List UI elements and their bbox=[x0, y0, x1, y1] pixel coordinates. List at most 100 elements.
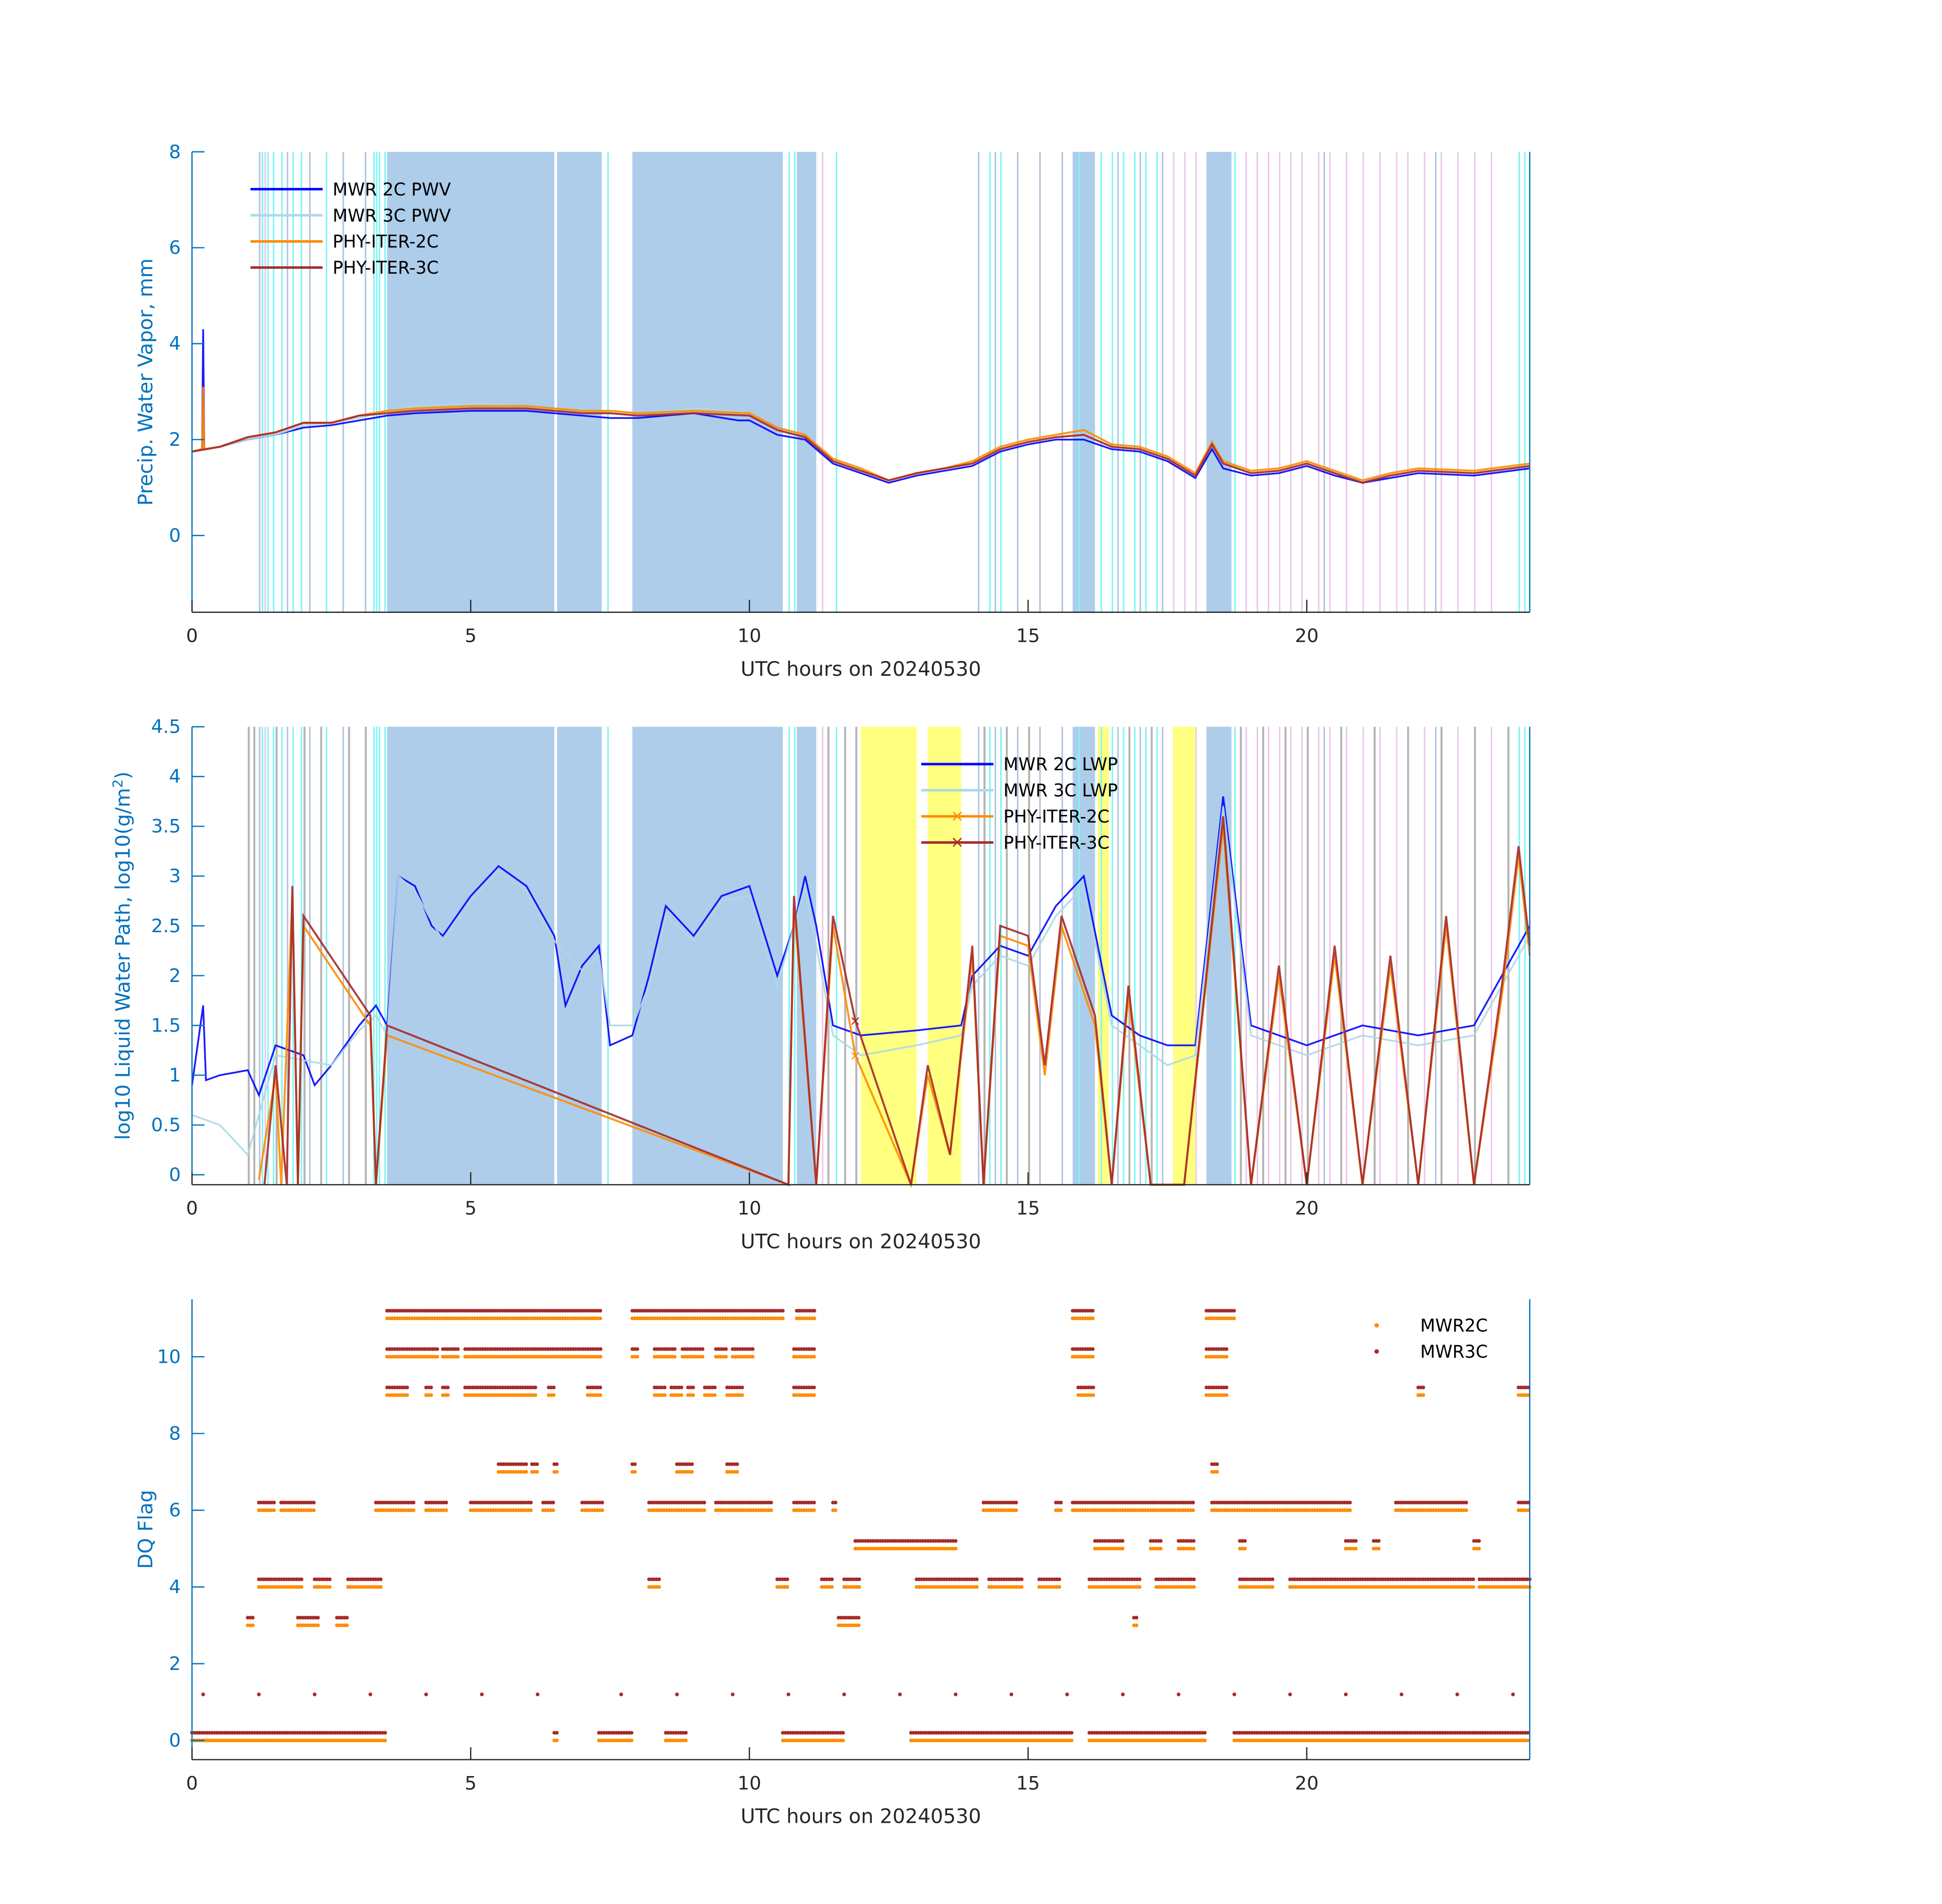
legend-label: MWR 3C PWV bbox=[333, 206, 451, 226]
dq-point-mwr2c bbox=[630, 1738, 634, 1743]
dq-point-mwr2c bbox=[953, 1547, 958, 1551]
dq-point-mwr2c bbox=[812, 1508, 816, 1513]
flag-line-gray bbox=[1284, 727, 1287, 1185]
flag-line-pink bbox=[821, 152, 824, 612]
dq-point-mwr2c bbox=[446, 1393, 450, 1397]
dq-point-mwr3c bbox=[1376, 1539, 1381, 1543]
dq-point-mwr2c bbox=[701, 1355, 705, 1359]
y-tick-label: 0 bbox=[169, 1164, 181, 1186]
flag-line-steel bbox=[309, 152, 311, 612]
dq-point-mwr3c bbox=[1354, 1539, 1358, 1543]
flag-line-steel bbox=[1117, 727, 1119, 1185]
y-tick-label: 4.5 bbox=[151, 716, 181, 738]
flag-line-steel bbox=[342, 152, 344, 612]
dq-point-mwr3c bbox=[1243, 1539, 1247, 1543]
blue-flag-span bbox=[387, 152, 554, 612]
flag-line-gray bbox=[348, 727, 350, 1185]
dq-point-mwr3c bbox=[201, 1692, 205, 1696]
dq-point-mwr2c bbox=[411, 1508, 416, 1513]
dq-point-mwr3c bbox=[1232, 1308, 1236, 1313]
blue-flag-span bbox=[1206, 152, 1232, 612]
dq-point-mwr3c bbox=[898, 1692, 902, 1696]
dq-point-mwr2c bbox=[740, 1393, 744, 1397]
dq-point-mwr3c bbox=[663, 1385, 667, 1390]
flag-line-steel bbox=[995, 727, 997, 1185]
dq-point-mwr2c bbox=[1091, 1393, 1096, 1397]
dq-point-mwr3c bbox=[1121, 1692, 1125, 1696]
dq-point-mwr2c bbox=[312, 1508, 316, 1513]
dq-point-mwr3c bbox=[740, 1385, 744, 1390]
dq-point-mwr3c bbox=[555, 1731, 559, 1735]
dq-point-mwr2c bbox=[769, 1508, 773, 1513]
flag-line-cyan bbox=[261, 727, 264, 1185]
dq-point-mwr3c bbox=[690, 1462, 694, 1466]
flag-line-steel bbox=[1435, 152, 1437, 612]
y-tick-label: 8 bbox=[169, 141, 181, 162]
flag-line-gray bbox=[844, 727, 846, 1185]
flag-line-cyan bbox=[836, 152, 838, 612]
dq-point-mwr2c bbox=[1057, 1585, 1062, 1589]
flag-line-cyan bbox=[1524, 727, 1526, 1185]
dq-point-mwr3c bbox=[812, 1385, 816, 1390]
flag-line-pink bbox=[1424, 727, 1426, 1185]
y-tick-label: 8 bbox=[169, 1423, 181, 1445]
dq-point-mwr2c bbox=[633, 1470, 637, 1474]
flag-line-cyan bbox=[1111, 727, 1113, 1185]
dq-point-mwr3c bbox=[830, 1577, 834, 1582]
dq-point-mwr2c bbox=[635, 1355, 640, 1359]
dq-point-mwr2c bbox=[551, 1508, 555, 1513]
dq-point-mwr2c bbox=[316, 1623, 320, 1627]
dq-point-mwr3c bbox=[1471, 1577, 1475, 1582]
flag-line-steel bbox=[342, 727, 344, 1185]
blue-flag-span bbox=[557, 152, 602, 612]
flag-line-steel bbox=[978, 727, 980, 1185]
y-axis-label: log10 Liquid Water Path, log10(g/m2) bbox=[110, 771, 135, 1140]
dq-point-mwr3c bbox=[600, 1500, 604, 1505]
dq-point-mwr3c bbox=[953, 1539, 958, 1543]
legend-marker bbox=[1374, 1323, 1379, 1328]
x-tick-label: 20 bbox=[1295, 625, 1319, 647]
dq-point-mwr3c bbox=[599, 1347, 603, 1351]
flag-line-gray bbox=[1373, 727, 1376, 1185]
flag-line-steel bbox=[1039, 727, 1041, 1185]
dq-point-mwr2c bbox=[1232, 1316, 1236, 1321]
blue-flag-span bbox=[1206, 727, 1232, 1185]
flag-line-cyan bbox=[1524, 152, 1526, 612]
dq-point-mwr2c bbox=[1191, 1508, 1195, 1513]
flag-line-steel bbox=[1061, 152, 1063, 612]
flag-line-steel bbox=[995, 152, 997, 612]
dq-point-mwr2c bbox=[533, 1393, 538, 1397]
dq-point-mwr3c bbox=[842, 1692, 846, 1696]
dq-point-mwr2c bbox=[1270, 1585, 1275, 1589]
y-tick-label: 10 bbox=[157, 1345, 181, 1367]
flag-line-pink bbox=[1318, 727, 1320, 1185]
dq-point-mwr3c bbox=[975, 1577, 979, 1582]
dq-point-mwr2c bbox=[1421, 1393, 1425, 1397]
x-tick-label: 5 bbox=[465, 1197, 476, 1219]
flag-line-cyan bbox=[1100, 727, 1102, 1185]
flag-line-cyan bbox=[788, 152, 790, 612]
dq-point-mwr3c bbox=[1191, 1500, 1195, 1505]
series-marker-x: × bbox=[849, 1013, 861, 1029]
series-line-0 bbox=[191, 329, 1530, 484]
flag-line-cyan bbox=[607, 152, 609, 612]
flag-line-cyan bbox=[378, 727, 380, 1185]
x-tick-label: 15 bbox=[1016, 1772, 1040, 1794]
flag-line-cyan bbox=[1234, 727, 1236, 1185]
flag-line-pink bbox=[1457, 152, 1459, 612]
dq-point-mwr3c bbox=[1288, 1692, 1292, 1696]
dq-point-mwr3c bbox=[691, 1385, 695, 1390]
flag-line-pink bbox=[1491, 152, 1493, 612]
flag-line-cyan bbox=[1078, 152, 1080, 612]
dq-point-mwr2c bbox=[781, 1316, 785, 1321]
flag-line-cyan bbox=[325, 152, 327, 612]
flag-line-pink bbox=[1195, 152, 1197, 612]
dq-point-mwr2c bbox=[857, 1585, 861, 1589]
series-marker-x: × bbox=[849, 1048, 861, 1064]
dq-point-mwr2c bbox=[830, 1585, 834, 1589]
flag-line-cyan bbox=[273, 152, 275, 612]
flag-line-gray bbox=[1006, 727, 1008, 1185]
flag-line-gray bbox=[275, 727, 278, 1185]
dq-point-mwr2c bbox=[1091, 1316, 1095, 1321]
flag-line-pink bbox=[1362, 727, 1364, 1185]
